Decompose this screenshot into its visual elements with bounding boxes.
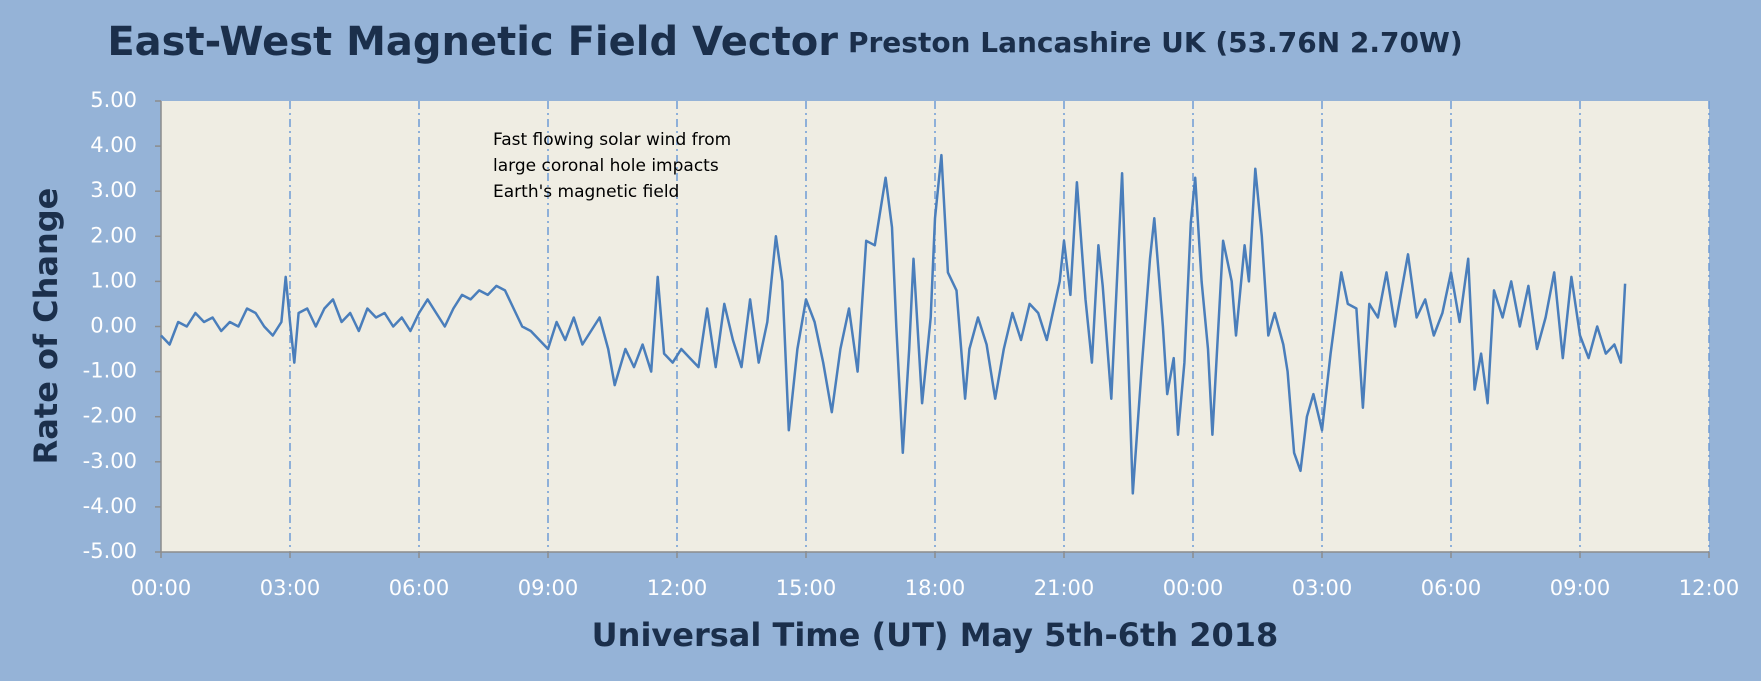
y-tick-label: -2.00 (83, 404, 137, 428)
x-axis-label: Universal Time (UT) May 5th-6th 2018 (592, 616, 1279, 654)
y-tick-label: 4.00 (90, 133, 137, 157)
x-tick-label: 09:00 (1550, 576, 1611, 600)
x-tick-label: 12:00 (647, 576, 708, 600)
chart-heading: East-West Magnetic Field Vector Preston L… (107, 19, 1462, 65)
x-tick-label: 09:00 (518, 576, 579, 600)
x-tick-label: 03:00 (1292, 576, 1353, 600)
y-tick-label: 1.00 (90, 268, 137, 292)
x-tick-label: 00:00 (1163, 576, 1224, 600)
y-tick-label: -5.00 (83, 539, 137, 563)
y-tick-label: 5.00 (90, 88, 137, 112)
x-tick-label: 12:00 (1679, 576, 1740, 600)
y-tick-label: -4.00 (83, 494, 137, 518)
y-tick-label: 3.00 (90, 178, 137, 202)
x-tick-label: 03:00 (260, 576, 321, 600)
x-tick-label: 18:00 (905, 576, 966, 600)
chart-subtitle: Preston Lancashire UK (53.76N 2.70W) (848, 26, 1463, 59)
x-tick-label: 06:00 (1421, 576, 1482, 600)
x-tick-label: 21:00 (1034, 576, 1095, 600)
x-tick-label: 00:00 (131, 576, 192, 600)
annotation: large coronal hole impacts (493, 156, 719, 176)
annotation: Fast flowing solar wind from (493, 130, 731, 150)
y-tick-label: -3.00 (83, 449, 137, 473)
y-tick-label: 2.00 (90, 223, 137, 247)
y-tick-label: 0.00 (90, 314, 137, 338)
y-axis-label: Rate of Change (27, 188, 65, 465)
x-tick-label: 15:00 (776, 576, 837, 600)
x-tick-label: 06:00 (389, 576, 450, 600)
data-line (160, 153, 1627, 495)
chart-title: East-West Magnetic Field Vector (107, 19, 838, 65)
annotation: Earth's magnetic field (493, 182, 679, 202)
y-tick-label: -1.00 (83, 359, 137, 383)
